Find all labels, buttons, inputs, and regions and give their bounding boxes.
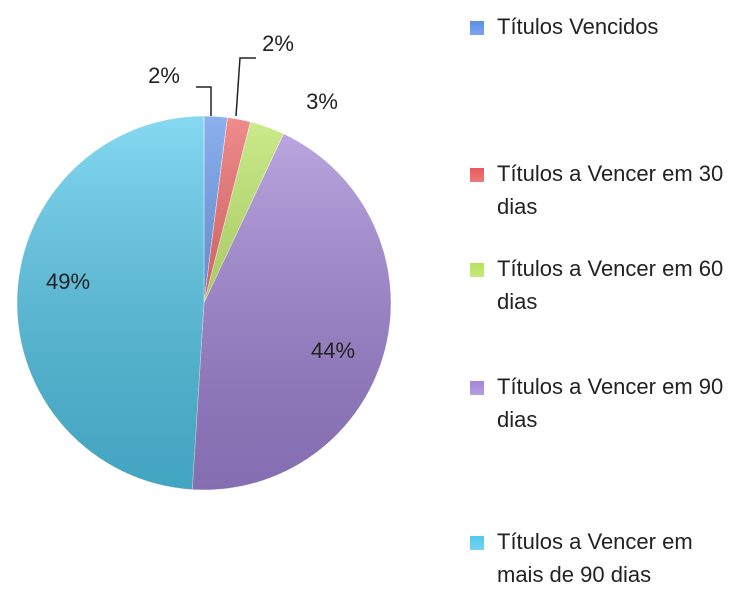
legend-swatch (470, 168, 484, 182)
data-label: 2% (262, 31, 294, 56)
legend-label: Títulos Vencidos (497, 14, 659, 39)
legend-label: Títulos a Vencer em 90 dias (497, 374, 724, 432)
legend-label: Títulos a Vencer em mais de 90 dias (497, 529, 693, 587)
leader-line (196, 86, 212, 116)
data-label: 44% (311, 338, 355, 363)
legend-label: Títulos a Vencer em 30 dias (497, 161, 724, 219)
data-label: 2% (148, 63, 180, 88)
legend-label: Títulos a Vencer em 60 dias (497, 256, 724, 314)
data-label: 3% (306, 89, 338, 114)
leader-line (235, 57, 256, 117)
slice (16, 115, 205, 490)
legend-swatch (470, 536, 484, 550)
legend-swatch (470, 263, 484, 277)
legend-swatch (470, 381, 484, 395)
slices (16, 115, 392, 491)
data-label: 49% (46, 269, 90, 294)
legend-swatch (470, 21, 484, 35)
